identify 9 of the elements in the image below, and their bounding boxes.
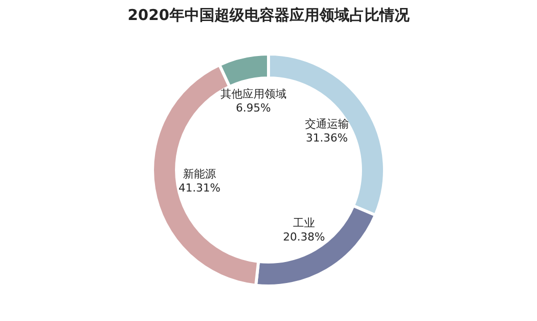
data-label: 20.38% bbox=[282, 230, 325, 244]
slice-label: 其他应用领域 bbox=[220, 88, 286, 101]
data-label: 31.36% bbox=[306, 131, 348, 144]
slice-label: 新能源 bbox=[182, 167, 216, 180]
slice-label: 工业 bbox=[292, 216, 315, 230]
chart-title: 2020年中国超级电容器应用领域占比情况 bbox=[128, 6, 410, 24]
slice-label: 交通运输 bbox=[304, 117, 349, 130]
data-label: 6.95% bbox=[236, 102, 271, 115]
data-label: 41.31% bbox=[178, 181, 220, 194]
